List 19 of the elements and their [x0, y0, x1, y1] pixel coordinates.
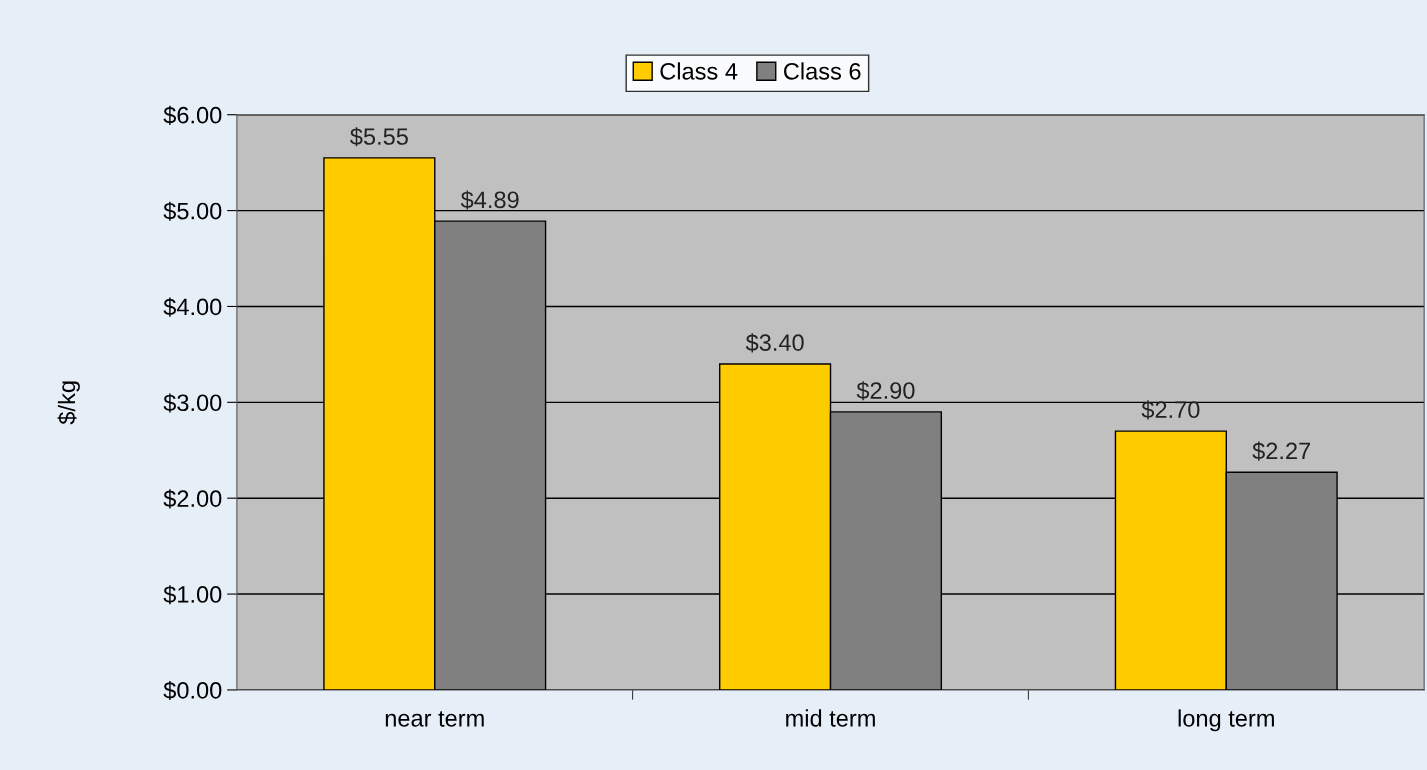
y-tick-label: $5.00	[163, 201, 222, 221]
data-label: $2.70	[1141, 400, 1200, 420]
y-tick-label: $3.00	[163, 393, 222, 413]
legend-label: Class 6	[784, 62, 861, 80]
y-tick-label: $6.00	[163, 105, 222, 125]
y-axis-title: $/kg	[57, 381, 80, 425]
x-tick-label: long term	[1178, 709, 1274, 732]
y-tick-label: $1.00	[163, 585, 222, 605]
y-tick-label: $4.00	[163, 297, 222, 317]
data-label: $2.90	[856, 381, 915, 401]
data-label: $2.27	[1252, 441, 1311, 461]
y-tick-label: $2.00	[163, 489, 222, 509]
y-tick-label: $0.00	[163, 681, 222, 701]
x-tick-label: near term	[385, 711, 484, 727]
legend-label: Class 4	[660, 62, 738, 80]
data-label: $5.55	[350, 127, 408, 147]
data-label: $4.89	[460, 190, 519, 210]
x-tick-label: mid term	[786, 709, 875, 727]
data-label: $3.40	[745, 333, 804, 353]
